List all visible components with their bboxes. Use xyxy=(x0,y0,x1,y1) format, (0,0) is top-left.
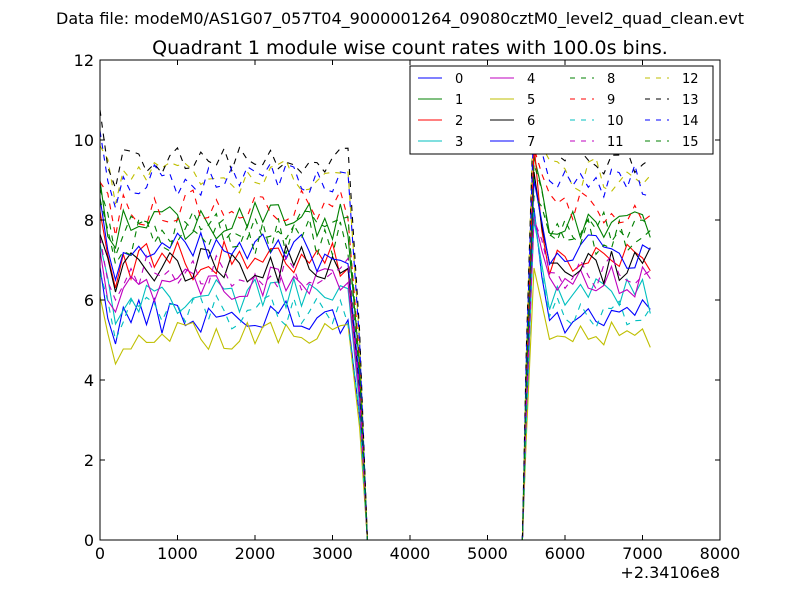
series-line-0 xyxy=(100,207,651,540)
legend-label-2: 2 xyxy=(455,114,463,129)
legend-label-1: 1 xyxy=(455,93,463,108)
legend-box xyxy=(409,65,714,155)
y-tick-label: 8 xyxy=(84,211,94,230)
x-tick-label: 3000 xyxy=(312,544,353,563)
series-line-9 xyxy=(100,147,651,540)
legend-label-4: 4 xyxy=(527,72,535,87)
y-tick-label: 12 xyxy=(74,51,94,70)
legend-label-3: 3 xyxy=(455,135,463,150)
legend-label-13: 13 xyxy=(682,93,699,108)
x-tick-label: 1000 xyxy=(157,544,198,563)
legend-label-10: 10 xyxy=(607,114,624,129)
y-tick-label: 6 xyxy=(84,291,94,310)
legend-label-12: 12 xyxy=(682,72,699,87)
series-line-2 xyxy=(100,143,651,540)
chart-suptitle: Data file: modeM0/AS1G07_057T04_90000012… xyxy=(56,9,744,29)
legend-label-5: 5 xyxy=(527,93,535,108)
series-line-4 xyxy=(100,215,651,540)
series-line-8 xyxy=(100,194,651,540)
legend-label-11: 11 xyxy=(607,135,624,150)
chart-title: Quadrant 1 module wise count rates with … xyxy=(152,37,668,59)
legend-label-15: 15 xyxy=(682,135,699,150)
x-tick-label: 2000 xyxy=(235,544,276,563)
series-line-7 xyxy=(100,179,651,540)
x-tick-label: 0 xyxy=(95,544,105,563)
series-line-5 xyxy=(100,267,651,540)
x-tick-label: 5000 xyxy=(467,544,508,563)
series-line-13 xyxy=(100,99,651,540)
series-line-3 xyxy=(100,219,651,540)
series-line-12 xyxy=(100,87,651,540)
y-tick-label: 10 xyxy=(74,131,94,150)
legend-label-7: 7 xyxy=(527,135,535,150)
legend-label-0: 0 xyxy=(455,72,463,87)
series-layer xyxy=(100,87,651,540)
series-line-11 xyxy=(100,219,651,540)
x-tick-label: 8000 xyxy=(700,544,741,563)
y-tick-label: 0 xyxy=(84,531,94,550)
x-tick-label: 4000 xyxy=(390,544,431,563)
y-tick-label: 4 xyxy=(84,371,94,390)
legend-label-9: 9 xyxy=(607,93,615,108)
axis-ticks: 0 1000 2000 3000 4000 5000 6000 7000 80000246810… xyxy=(74,51,741,563)
series-line-15 xyxy=(100,163,651,540)
x-tick-label: 6000 xyxy=(545,544,586,563)
x-offset-label: +2.34106e8 xyxy=(620,563,720,582)
y-tick-label: 2 xyxy=(84,451,94,470)
series-line-14 xyxy=(100,115,651,540)
legend-label-14: 14 xyxy=(682,114,699,129)
legend-label-6: 6 xyxy=(527,114,535,129)
series-line-1 xyxy=(100,155,651,540)
legend-label-8: 8 xyxy=(607,72,615,87)
series-line-10 xyxy=(100,211,651,540)
x-tick-label: 7000 xyxy=(622,544,663,563)
